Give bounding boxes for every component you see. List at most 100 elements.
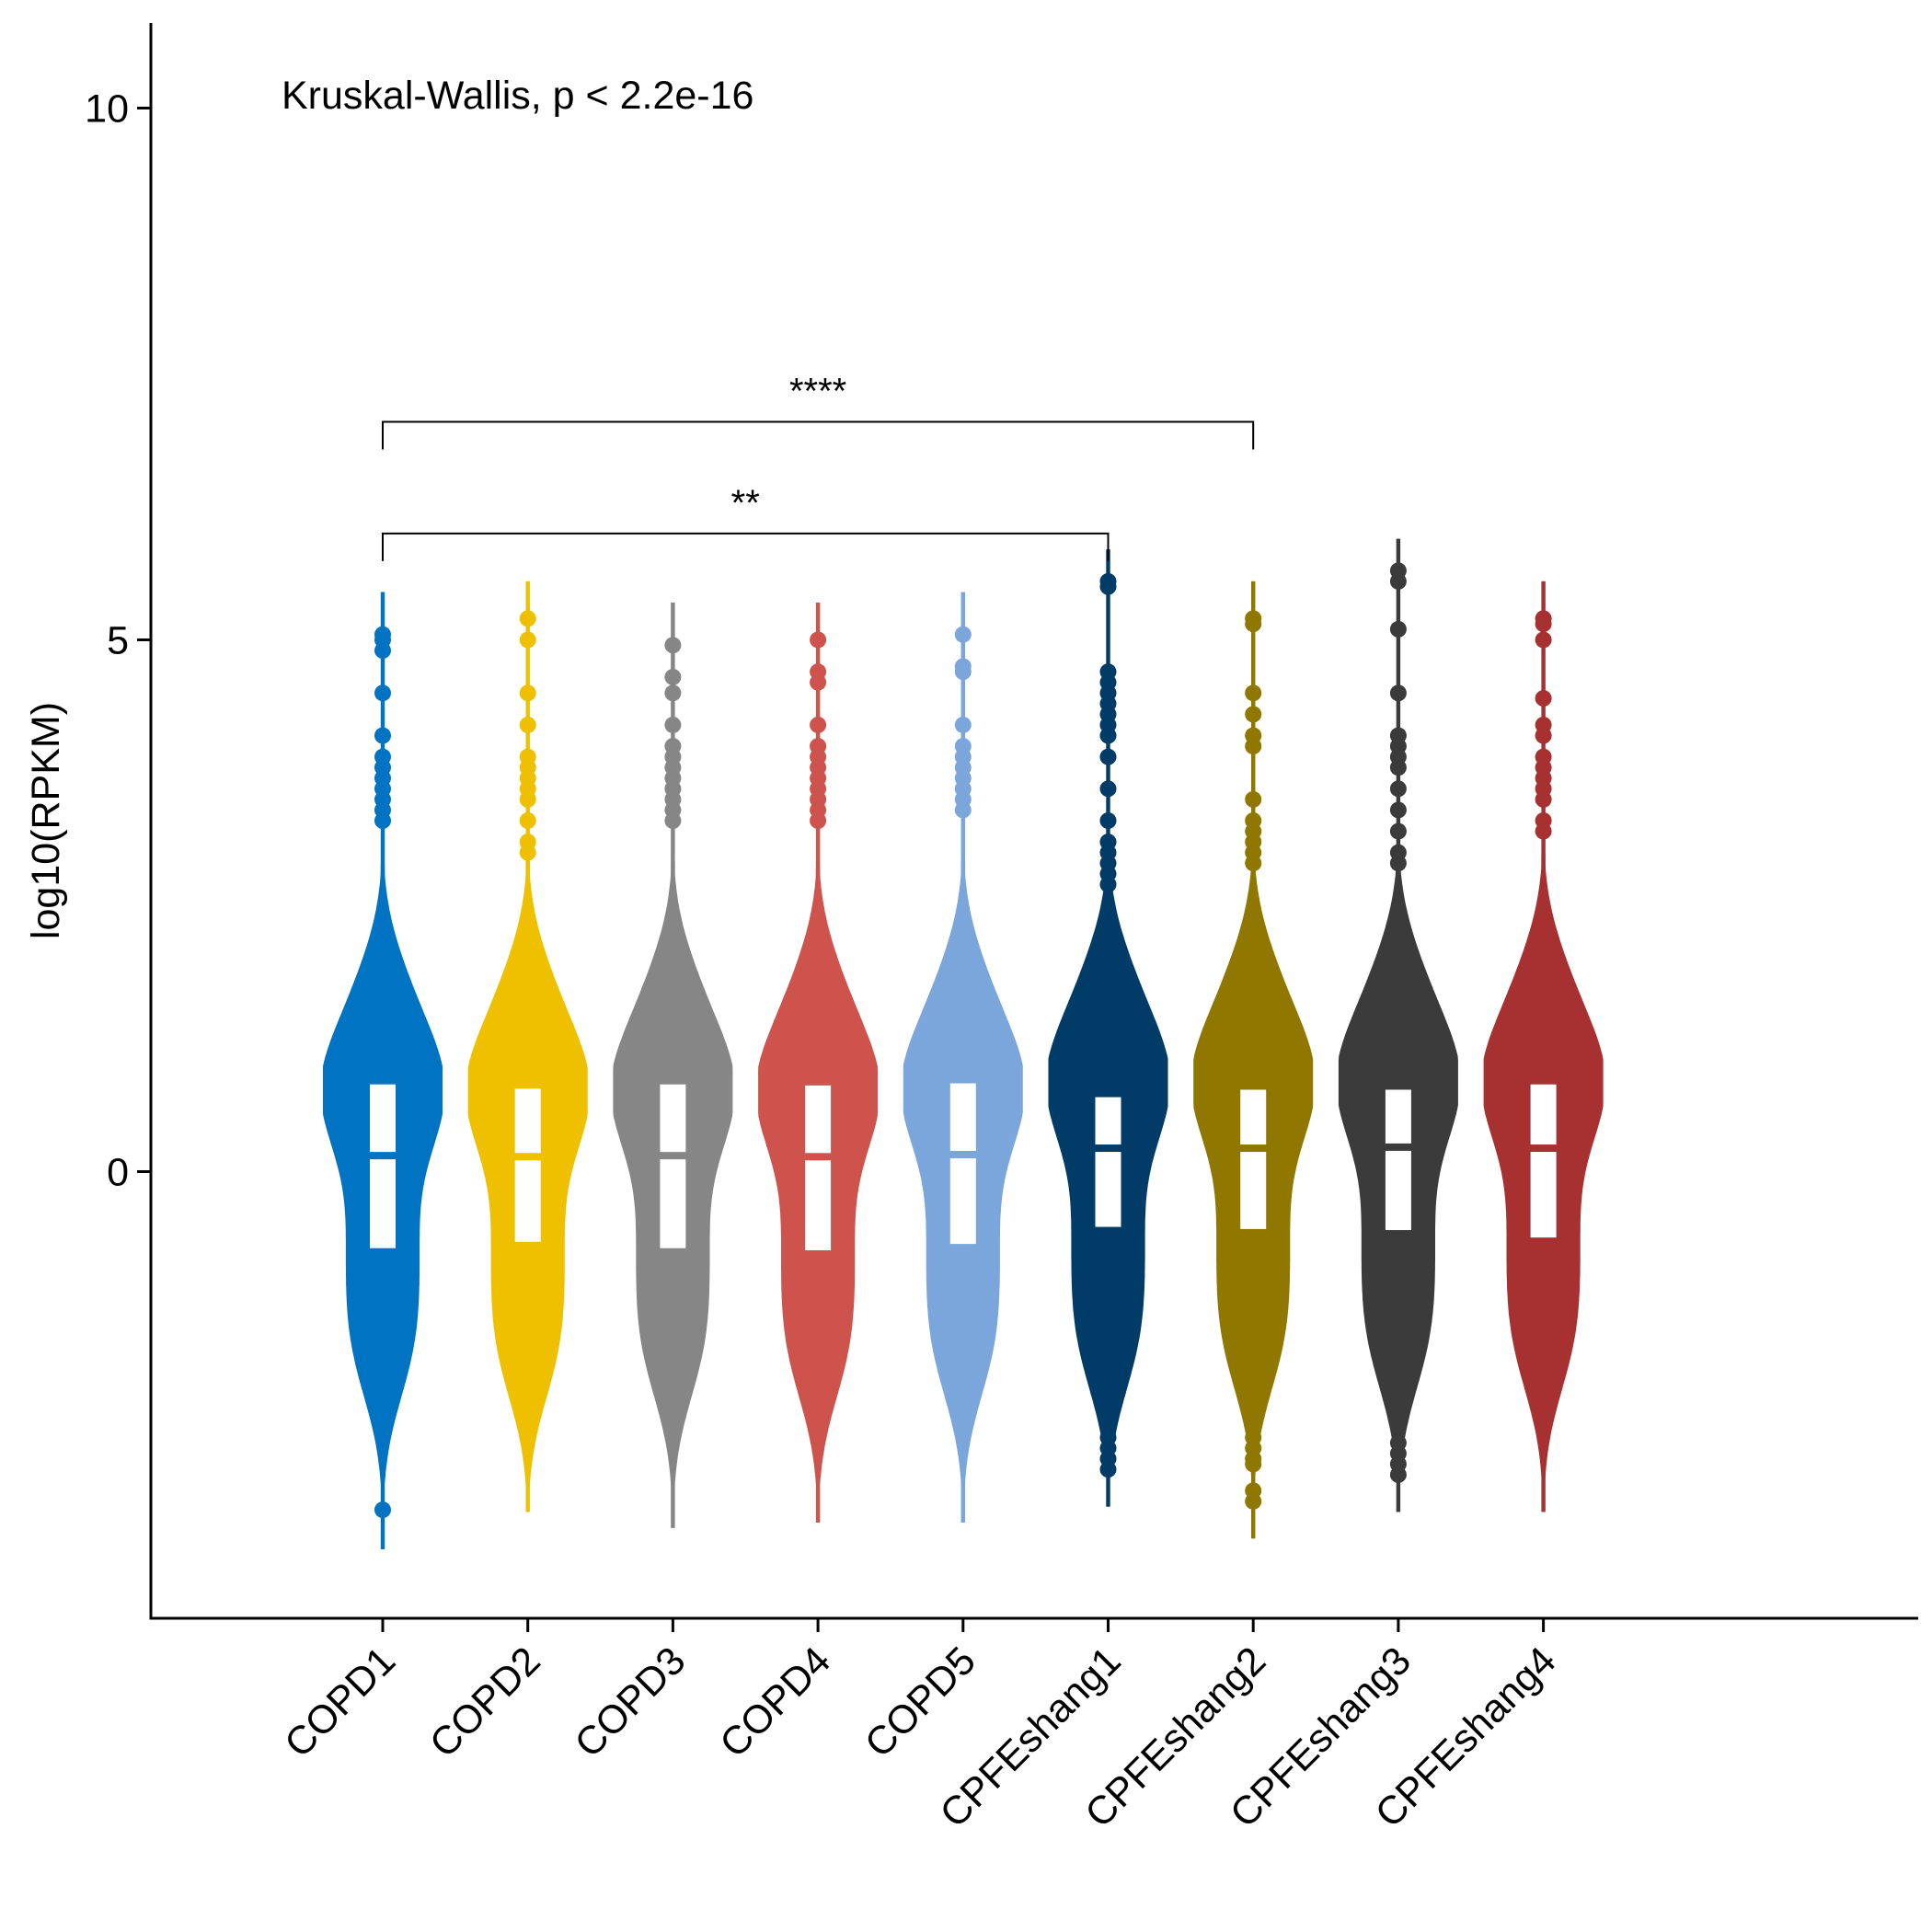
violin-copd3 (613, 603, 733, 1528)
significance-label: **** (789, 372, 846, 412)
outlier-point-cpfeshang4 (1535, 690, 1552, 707)
box-lower-copd1 (370, 1159, 396, 1248)
violin-copd2 (467, 581, 588, 1512)
violin-cpfeshang1 (1048, 549, 1168, 1507)
outlier-point-copd3 (664, 716, 682, 733)
violin-cpfeshang3 (1338, 538, 1458, 1512)
outlier-point-copd3 (664, 668, 682, 685)
outlier-point-cpfeshang2 (1245, 706, 1262, 723)
box-upper-cpfeshang2 (1240, 1089, 1267, 1145)
outlier-point-copd2 (519, 716, 536, 733)
box-upper-cpfeshang4 (1530, 1084, 1557, 1145)
comparison-brackets: ****** (382, 372, 1255, 561)
outlier-point-copd1 (374, 727, 391, 744)
outlier-point-cpfeshang1 (1099, 663, 1117, 681)
box-upper-cpfeshang3 (1385, 1089, 1411, 1144)
outlier-point-copd4 (810, 631, 827, 649)
x-tick-label-copd1: COPD1 (276, 1639, 404, 1766)
box-lower-cpfeshang2 (1240, 1152, 1267, 1229)
outlier-point-copd3 (664, 738, 682, 755)
x-tick-label-copd2: COPD2 (421, 1639, 549, 1766)
box-lower-copd5 (949, 1157, 976, 1245)
outlier-point-cpfeshang3 (1389, 1434, 1407, 1452)
kruskal-wallis-annotation: Kruskal-Wallis, p < 2.2e-16 (282, 74, 753, 118)
outlier-point-copd4 (810, 663, 827, 681)
box-lower-cpfeshang1 (1095, 1152, 1121, 1227)
outlier-point-cpfeshang2 (1245, 790, 1262, 808)
outlier-point-cpfeshang1 (1099, 572, 1117, 590)
outlier-point-cpfeshang3 (1389, 822, 1407, 840)
outlier-point-copd2 (519, 834, 536, 851)
outlier-point-copd5 (954, 738, 972, 755)
box-upper-copd5 (949, 1083, 976, 1151)
outlier-point-copd3 (664, 684, 682, 702)
axes (149, 23, 1918, 1620)
outliers-layer (374, 562, 1552, 1519)
box-lower-cpfeshang3 (1385, 1150, 1411, 1231)
outlier-point-cpfeshang4 (1535, 812, 1552, 829)
comparison-bracket (382, 420, 1255, 450)
x-tick-label-copd3: COPD3 (567, 1639, 695, 1766)
box-upper-copd4 (805, 1085, 832, 1154)
outlier-point-cpfeshang2 (1245, 684, 1262, 702)
outlier-point-copd5 (954, 716, 972, 733)
outlier-point-cpfeshang3 (1389, 780, 1407, 798)
outlier-point-copd1 (374, 748, 391, 765)
outlier-point-copd2 (519, 684, 536, 702)
outlier-point-copd2 (519, 610, 536, 627)
outlier-point-cpfeshang4 (1535, 716, 1552, 733)
violin-cpfeshang2 (1193, 581, 1314, 1539)
outlier-point-cpfeshang4 (1535, 748, 1552, 765)
comparison-bracket (382, 532, 1110, 561)
outlier-point-copd2 (519, 812, 536, 829)
violin-copd1 (323, 592, 443, 1549)
y-tick-label: 10 (85, 86, 129, 131)
outlier-point-cpfeshang1 (1099, 1418, 1117, 1435)
outlier-point-copd3 (664, 637, 682, 654)
x-ticks: COPD1 COPD2 COPD3 COPD4 COPD5CPFEshang1CPFEs… (276, 1618, 1565, 1836)
box-lower-cpfeshang4 (1530, 1152, 1557, 1238)
outlier-point-cpfeshang1 (1099, 780, 1117, 798)
outlier-point-copd4 (810, 738, 827, 755)
outlier-point-cpfeshang3 (1389, 801, 1407, 819)
outlier-point-cpfeshang3 (1389, 727, 1407, 744)
outlier-point-cpfeshang4 (1535, 610, 1552, 627)
outlier-point-copd2 (519, 748, 536, 765)
outlier-point-cpfeshang4 (1535, 631, 1552, 649)
outlier-point-cpfeshang2 (1245, 812, 1262, 829)
boxes-layer (370, 1083, 1557, 1251)
y-ticks: 0 5 10 (85, 86, 151, 1194)
outlier-point-cpfeshang2 (1245, 727, 1262, 744)
outlier-point-copd5 (954, 658, 972, 675)
outlier-point-copd2 (519, 631, 536, 649)
box-lower-copd2 (514, 1160, 541, 1242)
x-tick-label-copd4: COPD4 (711, 1639, 839, 1766)
outlier-point-cpfeshang3 (1389, 562, 1407, 580)
outlier-point-cpfeshang1 (1099, 748, 1117, 765)
box-lower-copd4 (805, 1160, 832, 1251)
outlier-point-copd1 (374, 626, 391, 643)
box-upper-cpfeshang1 (1095, 1097, 1121, 1145)
outlier-point-cpfeshang3 (1389, 684, 1407, 702)
box-lower-copd3 (660, 1159, 686, 1248)
outlier-point-cpfeshang3 (1389, 844, 1407, 861)
violin-copd5 (903, 592, 1023, 1523)
y-tick-label: 5 (107, 618, 129, 662)
violin-copd4 (758, 603, 879, 1523)
outlier-point-cpfeshang2 (1245, 610, 1262, 627)
y-tick-label: 0 (107, 1150, 129, 1194)
significance-label: ** (731, 483, 760, 523)
x-tick-label-copd5: COPD5 (857, 1639, 984, 1766)
box-upper-copd2 (514, 1088, 541, 1154)
outlier-point-copd1 (374, 1501, 391, 1519)
outlier-point-copd1 (374, 684, 391, 702)
box-upper-copd1 (370, 1084, 396, 1153)
violin-cpfeshang4 (1483, 581, 1604, 1512)
outlier-point-cpfeshang2 (1245, 1482, 1262, 1500)
box-upper-copd3 (660, 1084, 686, 1153)
y-axis-label: log10(RPKM) (24, 702, 68, 939)
outlier-point-cpfeshang3 (1389, 620, 1407, 638)
violins-layer (323, 538, 1604, 1549)
outlier-point-cpfeshang1 (1099, 834, 1117, 851)
